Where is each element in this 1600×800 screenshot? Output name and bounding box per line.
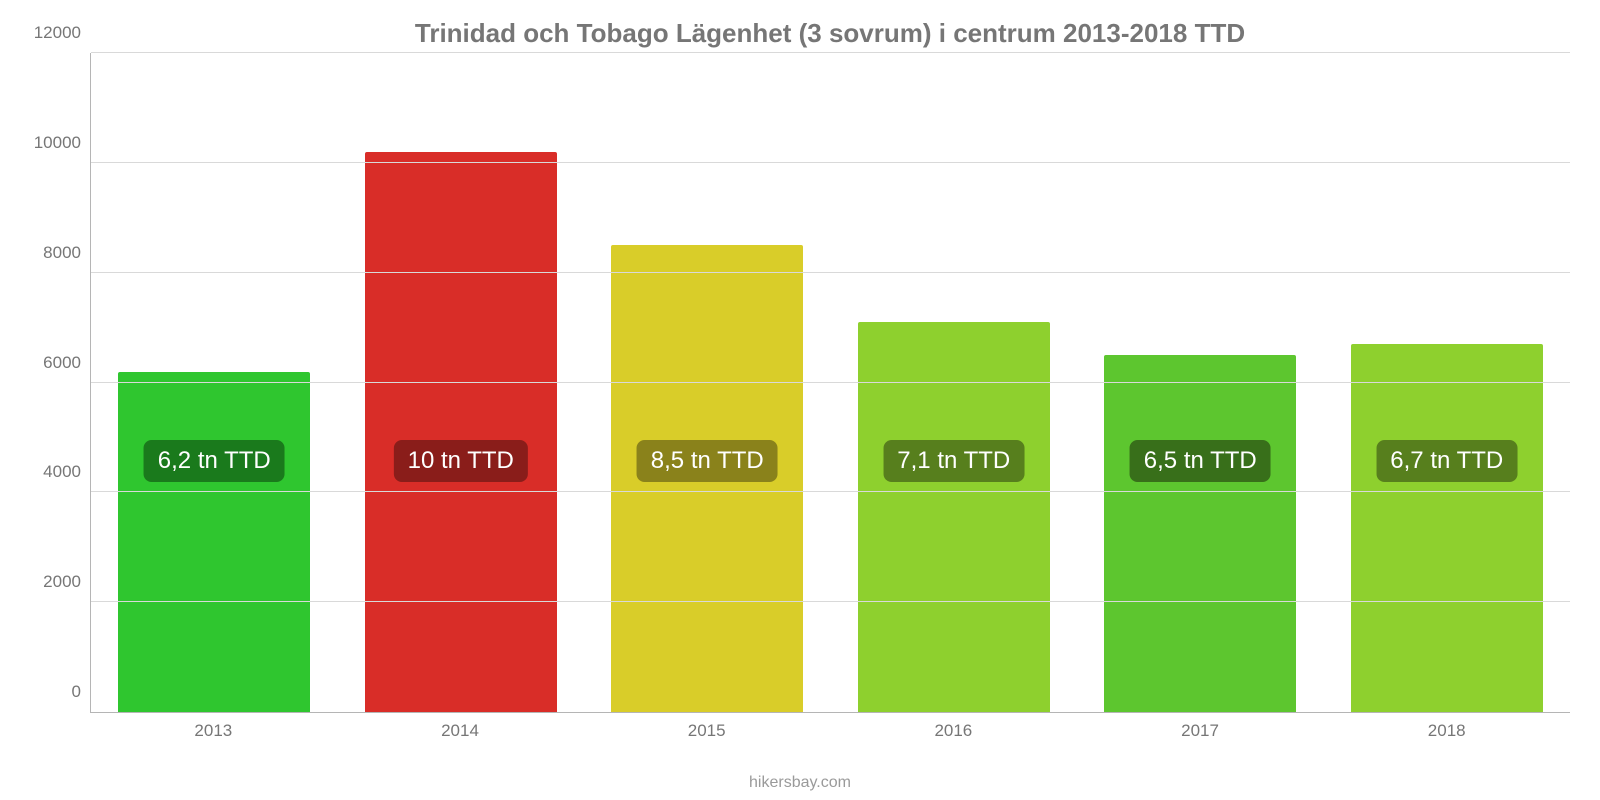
value-badge: 7,1 tn TTD <box>883 440 1024 482</box>
attribution-text: hikersbay.com <box>0 774 1600 792</box>
chart-container: Trinidad och Tobago Lägenhet (3 sovrum) … <box>0 0 1600 800</box>
bars-row: 6,2 tn TTD 10 tn TTD 8,5 tn TTD 7,1 tn TTD 6… <box>91 53 1570 712</box>
bar-slot: 8,5 tn TTD <box>584 53 831 712</box>
bar-slot: 7,1 tn TTD <box>831 53 1078 712</box>
value-badge: 8,5 tn TTD <box>637 440 778 482</box>
y-tick-label: 6000 <box>23 353 81 373</box>
bar-slot: 10 tn TTD <box>338 53 585 712</box>
grid-line <box>91 52 1570 53</box>
grid-line <box>91 601 1570 602</box>
x-tick-label: 2014 <box>337 721 584 741</box>
y-tick-label: 2000 <box>23 572 81 592</box>
chart-title: Trinidad och Tobago Lägenhet (3 sovrum) … <box>90 10 1570 53</box>
bar-slot: 6,7 tn TTD <box>1324 53 1571 712</box>
bar <box>118 372 310 712</box>
x-tick-label: 2018 <box>1323 721 1570 741</box>
y-tick-label: 10000 <box>23 133 81 153</box>
x-tick-label: 2016 <box>830 721 1077 741</box>
y-tick-label: 8000 <box>23 243 81 263</box>
grid-line <box>91 272 1570 273</box>
bar <box>1104 355 1296 712</box>
x-axis-labels: 201320142015201620172018 <box>90 721 1570 741</box>
y-tick-label: 4000 <box>23 462 81 482</box>
value-badge: 6,2 tn TTD <box>144 440 285 482</box>
bar-slot: 6,2 tn TTD <box>91 53 338 712</box>
bar-slot: 6,5 tn TTD <box>1077 53 1324 712</box>
value-badge: 6,7 tn TTD <box>1376 440 1517 482</box>
y-tick-label: 12000 <box>23 23 81 43</box>
value-badge: 6,5 tn TTD <box>1130 440 1271 482</box>
y-tick-label: 0 <box>23 682 81 702</box>
x-tick-label: 2013 <box>90 721 337 741</box>
grid-line <box>91 491 1570 492</box>
x-tick-label: 2017 <box>1077 721 1324 741</box>
bar <box>365 152 557 712</box>
grid-line <box>91 382 1570 383</box>
value-badge: 10 tn TTD <box>394 440 528 482</box>
bar <box>1351 344 1543 712</box>
grid-line <box>91 162 1570 163</box>
plot-area: 6,2 tn TTD 10 tn TTD 8,5 tn TTD 7,1 tn TTD 6… <box>90 53 1570 713</box>
x-tick-label: 2015 <box>583 721 830 741</box>
